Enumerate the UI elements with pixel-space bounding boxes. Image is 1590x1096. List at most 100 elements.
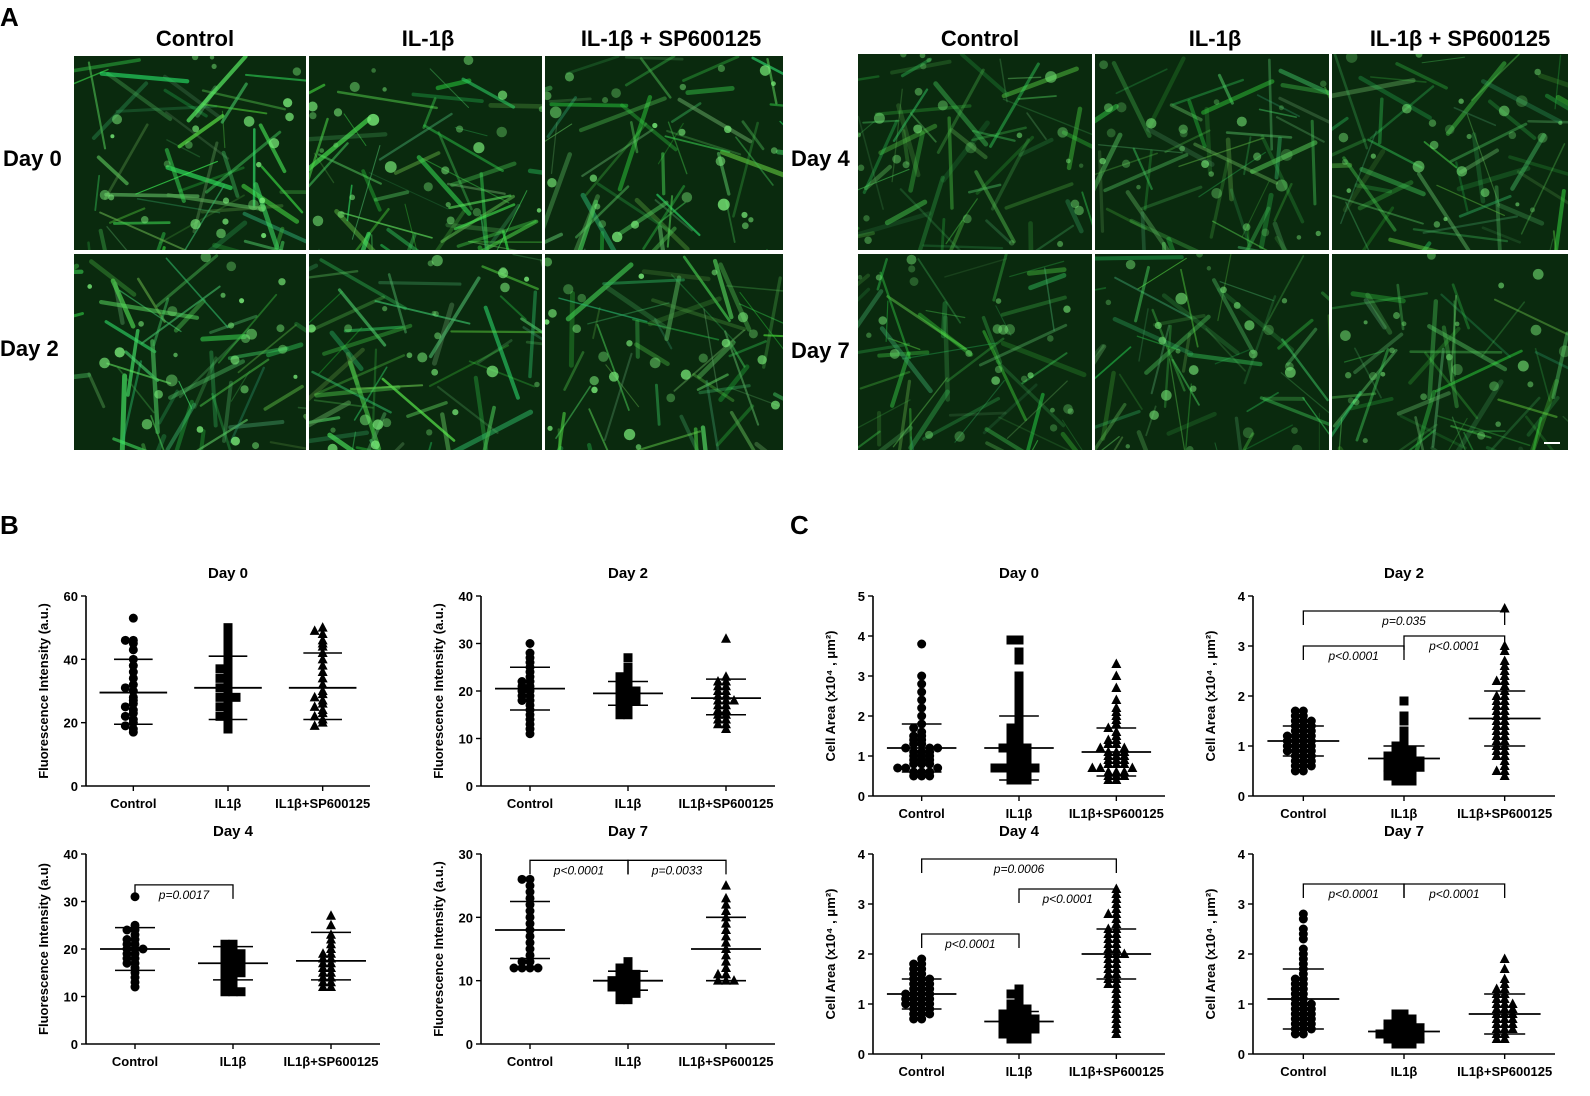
data-point (1407, 776, 1417, 786)
y-tick-label: 0 (466, 779, 473, 794)
data-point (623, 995, 633, 1005)
data-point (228, 977, 238, 987)
data-point (917, 711, 927, 721)
data-point (1391, 1009, 1401, 1019)
data-point (909, 1014, 919, 1024)
data-point (1499, 978, 1510, 988)
x-tick-label: IL1β+SP600125 (1457, 1064, 1552, 1079)
data-point (1499, 1033, 1510, 1043)
y-axis-label: Cell Area (x10⁴ , μm²) (823, 631, 838, 762)
data-point (998, 1024, 1008, 1034)
data-point (1103, 953, 1114, 963)
data-point (631, 686, 641, 696)
data-point (1399, 711, 1409, 721)
data-point (1006, 1019, 1016, 1029)
data-point (917, 687, 927, 697)
col-il1b-right: IL-1β (1188, 26, 1242, 51)
data-point (1499, 655, 1510, 665)
chart-b-day0: Day 0 0 20 40 60 Fluorescence Intensity (a.u.… (36, 565, 370, 811)
data-point (729, 695, 739, 705)
y-tick-label: 1 (858, 749, 865, 764)
data-point (1006, 1004, 1016, 1014)
data-point (721, 633, 731, 643)
data-point (215, 702, 225, 712)
data-point (909, 739, 919, 749)
data-point (615, 691, 625, 701)
data-point (120, 683, 130, 693)
data-point (236, 954, 246, 963)
micrograph-il1b-sp-day2 (545, 254, 783, 450)
scale-bar (1544, 442, 1560, 444)
data-point (1111, 978, 1122, 988)
data-point (309, 625, 320, 635)
data-point (615, 969, 625, 979)
data-point (1407, 751, 1417, 761)
data-point (1030, 1014, 1040, 1024)
chart-c-day0: Day 0 0 1 2 3 4 5 Cell Area (x10⁴ , μm²) Control… (823, 565, 1165, 821)
data-point (1111, 913, 1122, 923)
data-point (1499, 760, 1510, 770)
data-point (615, 681, 625, 691)
data-point (1111, 983, 1122, 993)
data-point (1103, 738, 1114, 748)
y-tick-label: 20 (64, 942, 78, 957)
data-point (1499, 665, 1510, 675)
x-tick-label: IL1β+SP600125 (1069, 806, 1164, 821)
significance-bracket (627, 859, 727, 875)
data-point (893, 763, 903, 773)
y-tick-label: 2 (858, 947, 865, 962)
data-point (1399, 1009, 1409, 1019)
data-point (1306, 761, 1316, 771)
data-point (1499, 645, 1510, 655)
data-point (631, 982, 641, 992)
significance-bracket (1302, 645, 1405, 660)
x-tick-label: Control (507, 1054, 553, 1069)
col-il1b-sp-right: IL-1β + SP600125 (1369, 26, 1551, 51)
micrograph-il1b-sp-day7 (1332, 254, 1568, 450)
data-point (1111, 883, 1122, 893)
chart-c-day4: Day 4 0 1 2 3 4 Cell Area (x10⁴ , μm²) Control I… (823, 823, 1165, 1079)
data-point (1014, 989, 1024, 999)
data-point (1491, 983, 1502, 993)
data-point (1111, 694, 1122, 704)
data-point (1407, 771, 1417, 781)
data-point (128, 639, 138, 648)
data-point (220, 973, 230, 982)
x-tick-label: IL1β (1006, 1064, 1033, 1079)
data-point (1030, 1024, 1040, 1034)
data-point (1087, 762, 1098, 772)
data-point (623, 662, 633, 672)
chart-title: Day 7 (1384, 823, 1424, 840)
data-point (721, 892, 731, 903)
y-tick-label: 30 (459, 847, 473, 862)
data-point (1491, 700, 1502, 710)
data-point (1383, 1024, 1393, 1034)
data-point (1491, 735, 1502, 745)
data-point (1399, 1039, 1409, 1049)
y-tick-label: 0 (71, 1037, 78, 1052)
data-point (1006, 1024, 1016, 1034)
data-point (1111, 1008, 1122, 1018)
data-point (631, 988, 641, 998)
data-point (525, 893, 535, 903)
y-tick-label: 40 (64, 652, 78, 667)
data-point (228, 939, 238, 949)
data-point (1391, 756, 1401, 766)
data-point (215, 673, 225, 683)
data-point (1103, 933, 1114, 943)
y-tick-label: 10 (459, 974, 473, 989)
data-point (1006, 723, 1016, 733)
data-point (1391, 776, 1401, 786)
data-point (1399, 771, 1409, 781)
data-point (517, 963, 527, 973)
y-tick-label: 5 (858, 589, 865, 604)
data-point (1491, 725, 1502, 735)
data-point (1022, 1034, 1032, 1044)
data-point (1111, 998, 1122, 1008)
data-point (713, 968, 723, 979)
data-point (1507, 1018, 1518, 1028)
data-point (1111, 682, 1122, 692)
data-point (223, 642, 233, 652)
data-point (925, 759, 935, 769)
data-point (1014, 703, 1024, 713)
